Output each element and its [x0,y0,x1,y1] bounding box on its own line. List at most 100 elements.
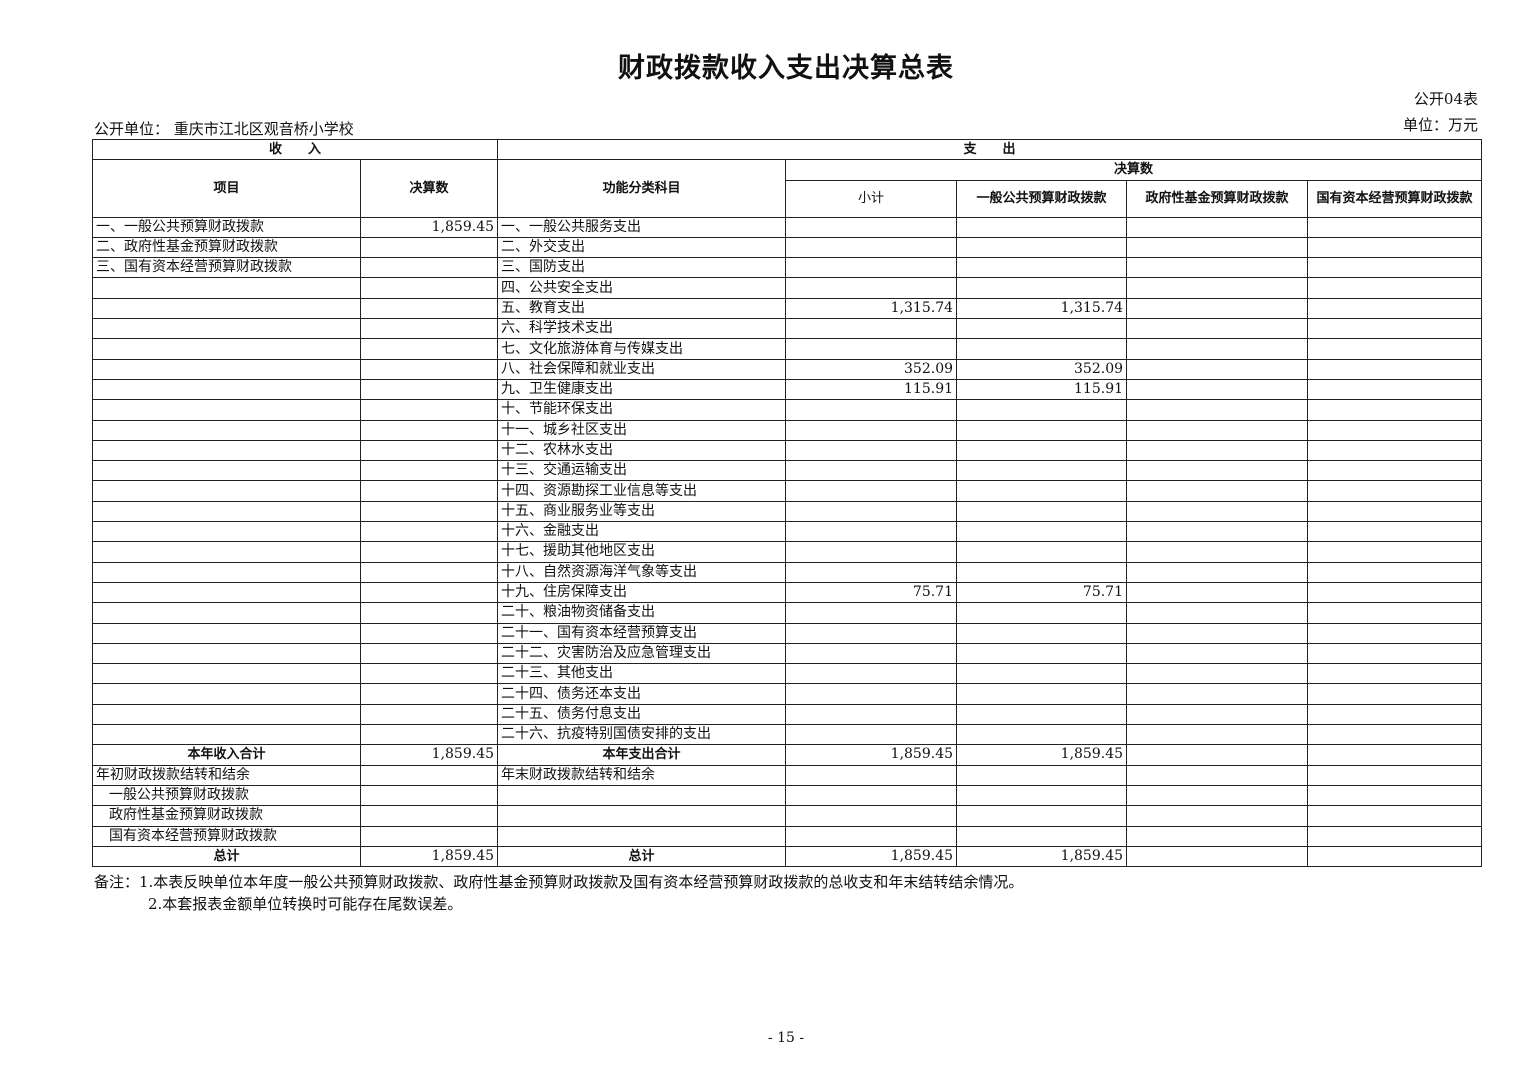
expense-item-cell: 十五、商业服务业等支出 [497,500,787,523]
income-item-cell: 一般公共预算财政拨款 [92,784,361,807]
expense-item-cell: 二十一、国有资本经营预算支出 [497,622,787,644]
state-capital-cell [1307,480,1483,502]
table-row: 二十二、灾害防治及应急管理支出 [92,642,1483,665]
gov-fund-cell [1126,439,1309,462]
income-item-cell [92,480,361,502]
subtotal-cell [785,541,958,563]
general-budget-cell [956,257,1128,279]
gov-fund-cell [1126,663,1309,685]
gov-fund-cell [1126,257,1309,279]
subtotal-cell [785,318,958,340]
general-budget-cell [956,642,1128,665]
general-budget-cell [956,724,1128,746]
subtotal-cell [785,460,958,482]
subtotal-cell [785,277,958,299]
table-row: 十九、住房保障支出 75.71 75.71 [92,581,1483,604]
state-capital-cell [1307,764,1483,786]
gov-fund-cell [1126,825,1309,847]
general-budget-cell: 1,859.45 [956,744,1128,766]
gov-fund-cell [1126,500,1309,523]
income-item-cell [92,399,361,421]
expense-item-cell [497,784,787,807]
income-amount-cell [359,277,499,299]
subtotal-cell [785,257,958,279]
subtotal-cell [785,236,958,259]
income-item-cell: 政府性基金预算财政拨款 [92,805,361,827]
table-row: 二十五、债务付息支出 [92,703,1483,726]
general-budget-cell [956,764,1128,786]
income-amount-cell [359,784,499,807]
income-amount-cell: 1,859.45 [359,845,499,868]
income-item-cell [92,277,361,299]
state-capital-cell [1307,541,1483,563]
expense-item-cell: 二十二、灾害防治及应急管理支出 [497,642,787,665]
income-amount-cell [359,663,499,685]
subtotal-cell [785,521,958,543]
general-budget-cell [956,419,1128,441]
gov-fund-cell [1126,358,1309,380]
general-budget-cell [956,460,1128,482]
state-capital-cell [1307,602,1483,624]
income-item-cell: 总计 [92,845,361,868]
general-budget-cell [956,216,1128,238]
gov-fund-cell [1126,744,1309,766]
expense-item-cell: 九、卫生健康支出 [497,378,787,401]
gov-fund-cell [1126,541,1309,563]
income-amount-cell [359,297,499,320]
income-amount-cell [359,561,499,583]
general-budget-cell [956,825,1128,847]
subtotal-cell [785,805,958,827]
gov-fund-cell [1126,724,1309,746]
state-capital-cell [1307,378,1483,401]
income-item-cell [92,683,361,705]
table-row: 一般公共预算财政拨款 [92,784,1483,807]
gov-fund-header: 政府性基金预算财政拨款 [1126,179,1309,218]
state-capital-cell [1307,277,1483,299]
subtotal-cell [785,419,958,441]
gov-fund-cell [1126,602,1309,624]
income-amount-cell [359,541,499,563]
organization-label: 公开单位： 重庆市江北区观音桥小学校 [94,120,354,138]
subtotal-cell: 115.91 [785,378,958,401]
table-row: 二十四、债务还本支出 [92,683,1483,705]
general-budget-cell [956,521,1128,543]
income-item-cell [92,338,361,360]
state-capital-cell [1307,358,1483,380]
general-budget-cell [956,277,1128,299]
state-capital-cell [1307,825,1483,847]
subtotal-cell: 1,315.74 [785,297,958,320]
general-budget-cell [956,703,1128,726]
amount-header: 决算数 [359,159,499,218]
general-budget-cell [956,805,1128,827]
gov-fund-cell [1126,784,1309,807]
table-row: 十五、商业服务业等支出 [92,500,1483,523]
income-item-cell [92,378,361,401]
income-item-cell [92,439,361,462]
general-budget-cell: 352.09 [956,358,1128,380]
general-budget-cell [956,338,1128,360]
income-amount-cell [359,805,499,827]
income-amount-cell [359,460,499,482]
gov-fund-cell [1126,480,1309,502]
subtotal-cell [785,642,958,665]
subtotal-cell [785,825,958,847]
state-capital-cell [1307,236,1483,259]
income-amount-cell [359,236,499,259]
expense-item-cell: 三、国防支出 [497,257,787,279]
gov-fund-cell [1126,703,1309,726]
expense-item-cell: 十二、农林水支出 [497,439,787,462]
gov-fund-cell [1126,764,1309,786]
state-capital-cell [1307,724,1483,746]
gov-fund-cell [1126,561,1309,583]
page-number: - 15 - [767,1030,805,1046]
state-capital-cell [1307,683,1483,705]
general-budget-cell [956,541,1128,563]
income-amount-cell [359,480,499,502]
table-row: 十七、援助其他地区支出 [92,541,1483,563]
state-capital-header: 国有资本经营预算财政拨款 [1307,179,1483,218]
gov-fund-cell [1126,622,1309,644]
state-capital-cell [1307,805,1483,827]
table-row: 五、教育支出 1,315.74 1,315.74 [92,297,1483,320]
table-row: 二十一、国有资本经营预算支出 [92,622,1483,644]
income-amount-cell [359,399,499,421]
